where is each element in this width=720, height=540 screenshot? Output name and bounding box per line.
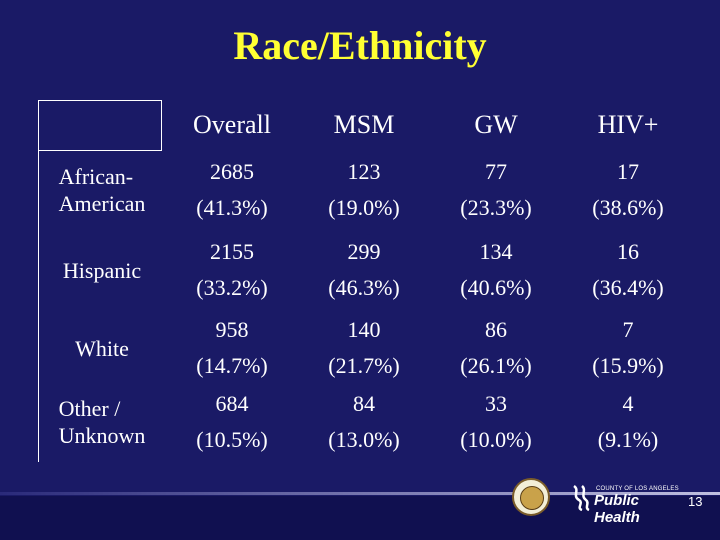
table-cell: 684 (10.5%) (196, 391, 268, 452)
row-label-other-unknown: Other / Unknown (58, 396, 146, 448)
table-cell: 299 (46.3%) (328, 239, 400, 300)
table-cell: 134 (40.6%) (460, 239, 532, 300)
table-cell: 16 (36.4%) (592, 239, 664, 300)
table-cell: 958 (14.7%) (196, 317, 268, 378)
seal-center (520, 486, 544, 510)
column-header-msm: MSM (333, 110, 395, 139)
table-cell: 86 (26.1%) (460, 317, 532, 378)
table-cell: 4 (9.1%) (597, 391, 659, 452)
row-label-african-american: African- American (58, 164, 146, 216)
page-number: 13 (688, 494, 703, 509)
table-cell: 17 (38.6%) (592, 159, 664, 220)
county-seal-icon (512, 478, 550, 516)
column-header-overall: Overall (193, 110, 271, 139)
header-bottom-border (38, 150, 162, 151)
table-cell: 33 (10.0%) (460, 391, 532, 452)
table-cell: 7 (15.9%) (592, 317, 664, 378)
column-header-hiv-positive: HIV+ (597, 110, 659, 139)
table-top-border (38, 100, 162, 101)
race-ethnicity-table: Overall MSM GW HIV+ African- American 26… (38, 100, 698, 462)
table-left-border (38, 100, 39, 462)
row-label-white: White (75, 335, 129, 361)
slide-title: Race/Ethnicity (233, 23, 487, 68)
public-health-logo: COUNTY OF LOS ANGELES Public Health (570, 480, 680, 526)
column-header-gw: GW (474, 110, 518, 139)
footer-bar (0, 496, 720, 540)
logo-public-health-text: Public Health (594, 492, 640, 526)
header-cell-divider (161, 100, 162, 150)
table-cell: 84 (13.0%) (328, 391, 400, 452)
table-cell: 2685 (41.3%) (196, 159, 268, 220)
table-cell: 140 (21.7%) (328, 317, 400, 378)
logo-county-text: COUNTY OF LOS ANGELES (596, 486, 679, 492)
public-health-logo-icon (573, 484, 590, 512)
table-cell: 77 (23.3%) (460, 159, 532, 220)
row-label-hispanic: Hispanic (62, 257, 142, 283)
footer-divider (0, 492, 720, 495)
table-cell: 123 (19.0%) (328, 159, 400, 220)
table-cell: 2155 (33.2%) (196, 239, 268, 300)
